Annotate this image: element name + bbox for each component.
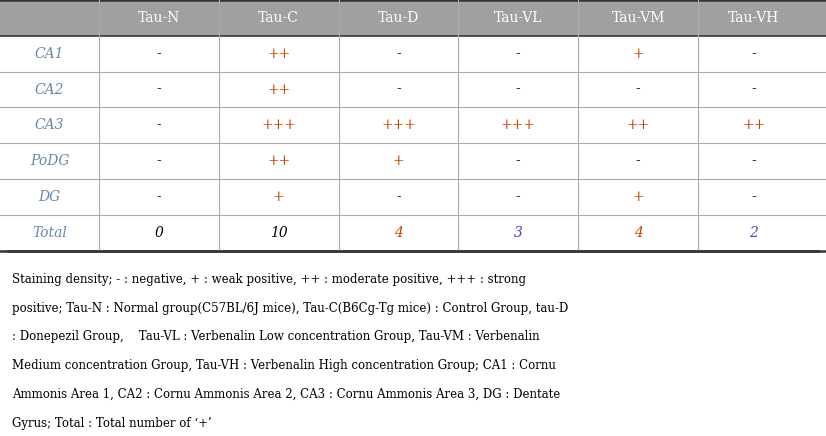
Text: 4: 4 (394, 226, 403, 240)
Text: positive; Tau-N : Normal group(C57BL/6J mice), Tau-C(B6Cg-Tg mice) : Control Gro: positive; Tau-N : Normal group(C57BL/6J … (12, 302, 568, 315)
Text: 4: 4 (634, 226, 643, 240)
Text: Ammonis Area 1, CA2 : Cornu Ammonis Area 2, CA3 : Cornu Ammonis Area 3, DG : Den: Ammonis Area 1, CA2 : Cornu Ammonis Area… (12, 388, 561, 401)
Text: -: - (752, 154, 756, 168)
Text: -: - (636, 82, 640, 96)
Text: -: - (516, 47, 520, 61)
Text: +++: +++ (381, 118, 416, 133)
Text: -: - (157, 154, 161, 168)
Text: ++: ++ (267, 82, 291, 96)
Text: -: - (396, 190, 401, 204)
Text: Staining density; - : negative, + : weak positive, ++ : moderate positive, +++ :: Staining density; - : negative, + : weak… (12, 273, 526, 286)
Text: +: + (273, 190, 285, 204)
Text: 2: 2 (749, 226, 758, 240)
Text: ++: ++ (742, 118, 766, 133)
Text: Total: Total (32, 226, 67, 240)
Text: DG: DG (39, 190, 60, 204)
Bar (0, 0, 826, 36)
Text: -: - (157, 47, 161, 61)
Text: ++: ++ (267, 154, 291, 168)
Text: 0: 0 (154, 226, 164, 240)
Text: -: - (752, 190, 756, 204)
Text: -: - (396, 82, 401, 96)
Text: -: - (752, 82, 756, 96)
Text: ++: ++ (626, 118, 650, 133)
Text: +: + (632, 47, 644, 61)
Text: -: - (157, 190, 161, 204)
Text: -: - (157, 82, 161, 96)
Text: Tau-N: Tau-N (138, 11, 180, 25)
Text: 3: 3 (514, 226, 523, 240)
Text: Medium concentration Group, Tau-VH : Verbenalin High concentration Group; CA1 : : Medium concentration Group, Tau-VH : Ver… (12, 359, 556, 372)
Text: Gyrus; Total : Total number of ‘+’: Gyrus; Total : Total number of ‘+’ (12, 416, 212, 429)
Text: Tau-VH: Tau-VH (728, 11, 780, 25)
Text: CA3: CA3 (35, 118, 64, 133)
Text: -: - (636, 154, 640, 168)
Text: : Donepezil Group,    Tau-VL : Verbenalin Low concentration Group, Tau-VM : Verb: : Donepezil Group, Tau-VL : Verbenalin L… (12, 330, 540, 344)
Text: +: + (392, 154, 405, 168)
Text: CA2: CA2 (35, 82, 64, 96)
Text: +: + (632, 190, 644, 204)
Text: +++: +++ (261, 118, 297, 133)
Text: -: - (516, 190, 520, 204)
Text: -: - (516, 82, 520, 96)
Text: CA1: CA1 (35, 47, 64, 61)
Text: Tau-C: Tau-C (259, 11, 299, 25)
Text: -: - (396, 47, 401, 61)
Text: -: - (752, 47, 756, 61)
Text: Tau-D: Tau-D (378, 11, 419, 25)
Text: ++: ++ (267, 47, 291, 61)
Text: Tau-VM: Tau-VM (611, 11, 665, 25)
Text: -: - (157, 118, 161, 133)
Text: +++: +++ (501, 118, 536, 133)
Text: PoDG: PoDG (30, 154, 69, 168)
Text: Tau-VL: Tau-VL (494, 11, 543, 25)
Text: -: - (516, 154, 520, 168)
Text: 10: 10 (270, 226, 287, 240)
